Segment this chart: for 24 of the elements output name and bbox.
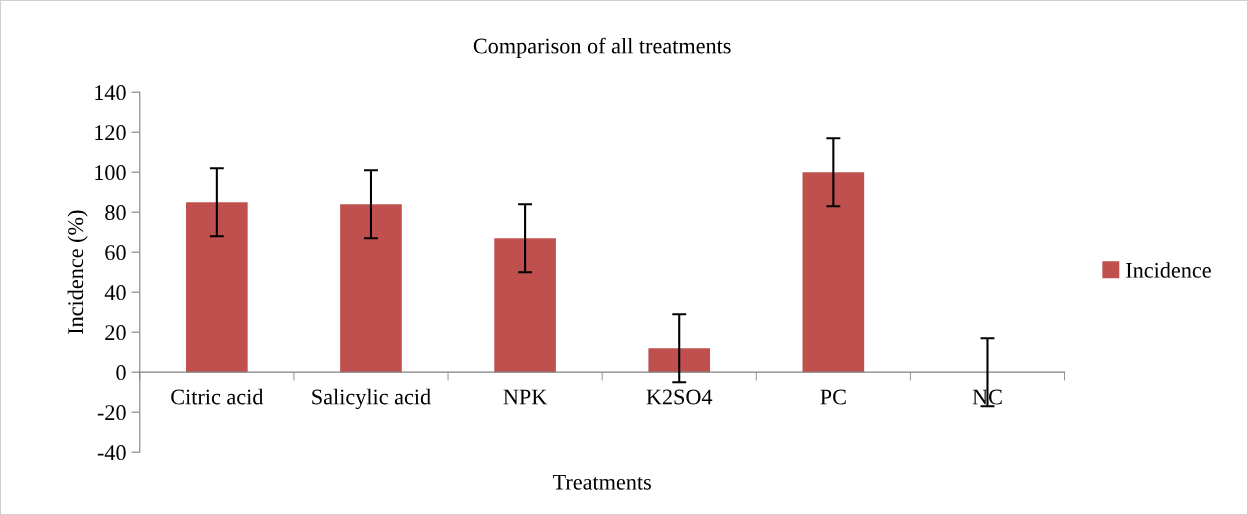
y-tick-label: 60 [105,245,126,261]
x-tick-label: PC [820,389,846,405]
y-tick-label: 80 [105,205,126,221]
bar [802,172,865,373]
y-tick-label: 100 [95,165,126,181]
y-tick-label: 120 [95,125,126,141]
bar [186,202,248,373]
x-tick-label: Salicylic acid [312,388,431,410]
bar [340,204,402,373]
chart-title: Comparison of all treatments [473,37,731,59]
bar [648,348,711,373]
y-tick-label: -20 [97,405,126,421]
x-tick-label: K2SO4 [646,389,713,405]
y-tick-label: 40 [104,285,126,301]
legend-label: Incidence [1126,262,1211,278]
y-axis-title: Incidence (%) [67,210,88,334]
x-tick-label: Citric acid [171,388,264,405]
y-tick-label: 0 [116,365,126,381]
x-tick-label: NPK [503,389,548,405]
y-tick-label: 20 [105,325,126,341]
y-tick-label: 140 [95,85,126,101]
y-tick-label: -40 [97,445,126,461]
bar [494,238,556,373]
x-axis-title: Treatments [552,474,651,490]
